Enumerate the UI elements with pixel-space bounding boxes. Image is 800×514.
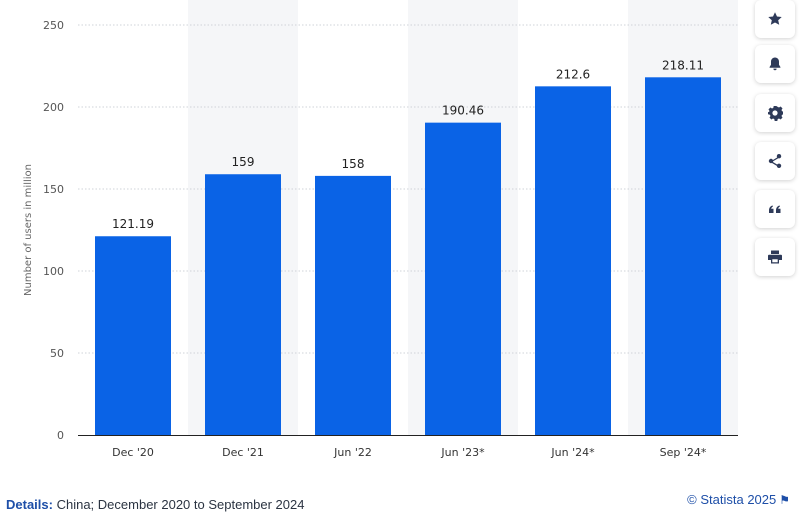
x-category-label: Sep '24* — [660, 446, 707, 459]
bell-icon — [769, 57, 781, 71]
y-tick-label: 50 — [50, 347, 64, 360]
bars — [95, 77, 721, 436]
y-tick-label: 250 — [43, 19, 64, 32]
settings-button[interactable] — [755, 94, 795, 132]
bar[interactable] — [315, 175, 391, 435]
bar[interactable] — [425, 122, 501, 435]
data-labels: 121.19 159 158 190.46 212.6 218.11 — [112, 58, 704, 231]
flag-icon: ⚑ — [779, 493, 790, 507]
bar[interactable] — [205, 174, 281, 436]
statista-credit[interactable]: © Statista 2025 ⚑ — [687, 492, 790, 507]
quote-icon — [769, 205, 781, 213]
notification-button[interactable] — [755, 45, 795, 83]
y-axis-ticks: 0 50 100 150 200 250 — [43, 19, 64, 442]
data-label: 218.11 — [662, 58, 704, 72]
print-button[interactable] — [755, 238, 795, 276]
data-label: 159 — [232, 155, 255, 169]
data-label: 212.6 — [556, 67, 590, 81]
x-category-label: Jun '23* — [440, 446, 485, 459]
bar-chart: 0 50 100 150 200 250 121.19 159 158 190.46 212.6 2… — [23, 19, 738, 459]
x-category-label: Dec '21 — [222, 446, 264, 459]
y-tick-label: 150 — [43, 183, 64, 196]
share-icon — [768, 154, 782, 168]
share-button[interactable] — [755, 142, 795, 180]
bar[interactable] — [95, 236, 171, 435]
y-tick-label: 0 — [57, 429, 64, 442]
x-category-label: Jun '24* — [550, 446, 595, 459]
favorite-button[interactable] — [755, 0, 795, 38]
details-label: Details: — [6, 497, 53, 512]
data-label: 158 — [342, 157, 365, 171]
y-tick-label: 200 — [43, 101, 64, 114]
x-category-label: Dec '20 — [112, 446, 154, 459]
cite-button[interactable] — [755, 190, 795, 228]
print-icon — [768, 250, 782, 264]
star-icon — [768, 12, 782, 25]
details-note: Details: China; December 2020 to Septemb… — [6, 497, 304, 512]
x-category-label: Jun '22 — [333, 446, 372, 459]
gridlines — [78, 24, 738, 354]
bar[interactable] — [535, 86, 611, 435]
data-label: 190.46 — [442, 104, 484, 118]
y-tick-label: 100 — [43, 265, 64, 278]
data-label: 121.19 — [112, 217, 154, 231]
credit-text: © Statista 2025 — [687, 492, 777, 507]
y-axis-label: Number of users in million — [23, 164, 34, 296]
x-axis-categories: Dec '20 Dec '21 Jun '22 Jun '23* Jun '24* Sep… — [112, 446, 707, 459]
details-text: China; December 2020 to September 2024 — [56, 497, 305, 512]
bar[interactable] — [645, 77, 721, 436]
gear-icon — [768, 106, 783, 121]
